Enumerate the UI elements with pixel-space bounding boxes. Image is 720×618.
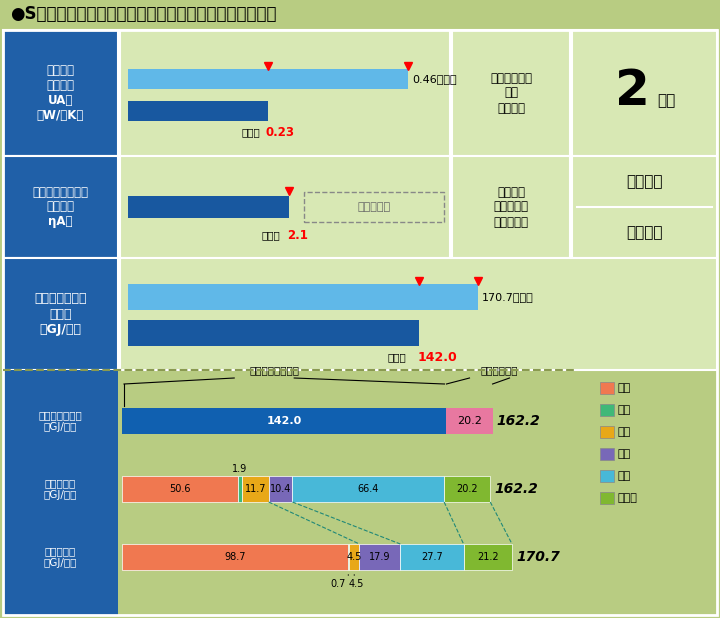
Bar (242, 476, 269, 502)
Bar (128, 284, 478, 310)
Text: 省エネルギー
基準
地域区分: 省エネルギー 基準 地域区分 (490, 72, 532, 114)
Bar (600, 492, 614, 504)
Text: 設計値: 設計値 (241, 127, 260, 137)
Bar (600, 404, 614, 416)
Bar (600, 470, 614, 482)
Text: 照射: 照射 (618, 449, 631, 459)
Bar (3, 156, 118, 258)
Bar (359, 544, 400, 570)
Text: 木造住宅: 木造住宅 (626, 174, 662, 189)
Text: ●S邸の低炭素住宅データ（認定基準に当てはめた場合）: ●S邸の低炭素住宅データ（認定基準に当てはめた場合） (10, 5, 276, 23)
Text: 21.2: 21.2 (477, 552, 498, 562)
Bar (120, 30, 450, 156)
Bar (122, 544, 348, 570)
Text: その他の
低炭素化に
資する措置: その他の 低炭素化に 資する措置 (493, 185, 528, 229)
Text: 4.5: 4.5 (346, 552, 362, 562)
Text: 142.0: 142.0 (266, 416, 302, 426)
Text: 換気: 換気 (618, 427, 631, 437)
Text: 0.7: 0.7 (330, 579, 346, 589)
Bar (452, 30, 570, 156)
Text: 一次エネルギー
消費量
（GJ/年）: 一次エネルギー 消費量 （GJ/年） (35, 292, 86, 336)
Bar (3, 370, 118, 615)
Text: 設計値: 設計値 (261, 230, 280, 240)
Bar (572, 30, 717, 156)
Text: 0.23: 0.23 (266, 126, 295, 139)
Text: 17.9: 17.9 (369, 552, 390, 562)
Text: 1.9: 1.9 (232, 464, 248, 474)
Text: 2.1: 2.1 (287, 229, 308, 242)
Bar (292, 476, 444, 502)
Text: 冷房期の平均日射
熱取得率
ηA値: 冷房期の平均日射 熱取得率 ηA値 (32, 185, 89, 229)
Text: 冷房: 冷房 (618, 405, 631, 415)
Text: 162.2: 162.2 (495, 482, 538, 496)
Text: 50.6: 50.6 (169, 484, 191, 494)
Bar (464, 544, 512, 570)
Text: 4.5: 4.5 (348, 579, 364, 589)
Bar (3, 30, 118, 156)
Bar (122, 476, 238, 502)
Text: 98.7: 98.7 (224, 552, 246, 562)
Text: 実質設計消費量
（GJ/年）: 実質設計消費量 （GJ/年） (39, 410, 82, 432)
Text: 66.4: 66.4 (358, 484, 379, 494)
Bar (452, 156, 570, 258)
Text: 2: 2 (615, 67, 650, 115)
Bar (572, 156, 717, 258)
Text: 20.2: 20.2 (456, 484, 478, 494)
Bar (269, 476, 292, 502)
Text: 設計消費量
（GJ/年）: 設計消費量 （GJ/年） (44, 478, 77, 500)
Text: 設計値: 設計値 (387, 352, 406, 362)
Text: 27.7: 27.7 (421, 552, 443, 562)
Text: 外皮平均
熱貫流率
UA値
（W/㎡K）: 外皮平均 熱貫流率 UA値 （W/㎡K） (37, 64, 84, 122)
Bar (348, 544, 349, 570)
Text: 太陽光発電量: 太陽光発電量 (481, 365, 518, 375)
Bar (120, 258, 717, 370)
Bar (444, 476, 490, 502)
Text: 20.2: 20.2 (457, 416, 482, 426)
Bar (349, 544, 359, 570)
Text: 地域: 地域 (657, 93, 675, 109)
Bar (128, 320, 419, 346)
Text: エネルギー消費量: エネルギー消費量 (249, 365, 300, 375)
Bar (238, 476, 242, 502)
Bar (304, 192, 444, 222)
Bar (400, 544, 464, 570)
Text: 162.2: 162.2 (497, 414, 540, 428)
Text: 給湯: 給湯 (618, 471, 631, 481)
Bar (446, 408, 492, 434)
Bar (600, 382, 614, 394)
Text: 暖房: 暖房 (618, 383, 631, 393)
Text: 基準値なし: 基準値なし (357, 202, 390, 212)
Bar (600, 426, 614, 438)
Bar (120, 156, 450, 258)
Text: 142.0: 142.0 (417, 351, 457, 364)
Text: 10.4: 10.4 (270, 484, 292, 494)
Bar (128, 196, 289, 218)
Text: 0.46基準値: 0.46基準値 (412, 74, 456, 84)
Text: 170.7基準値: 170.7基準値 (482, 292, 534, 302)
Text: 基準消費量
（GJ/年）: 基準消費量 （GJ/年） (44, 546, 77, 568)
Bar (122, 408, 446, 434)
Bar (3, 258, 118, 370)
Bar (128, 69, 408, 89)
Text: その他: その他 (618, 493, 638, 503)
Bar (128, 101, 268, 121)
Text: 劣化対策: 劣化対策 (626, 225, 662, 240)
Text: 170.7: 170.7 (516, 550, 559, 564)
Bar (600, 448, 614, 460)
Text: 11.7: 11.7 (245, 484, 266, 494)
